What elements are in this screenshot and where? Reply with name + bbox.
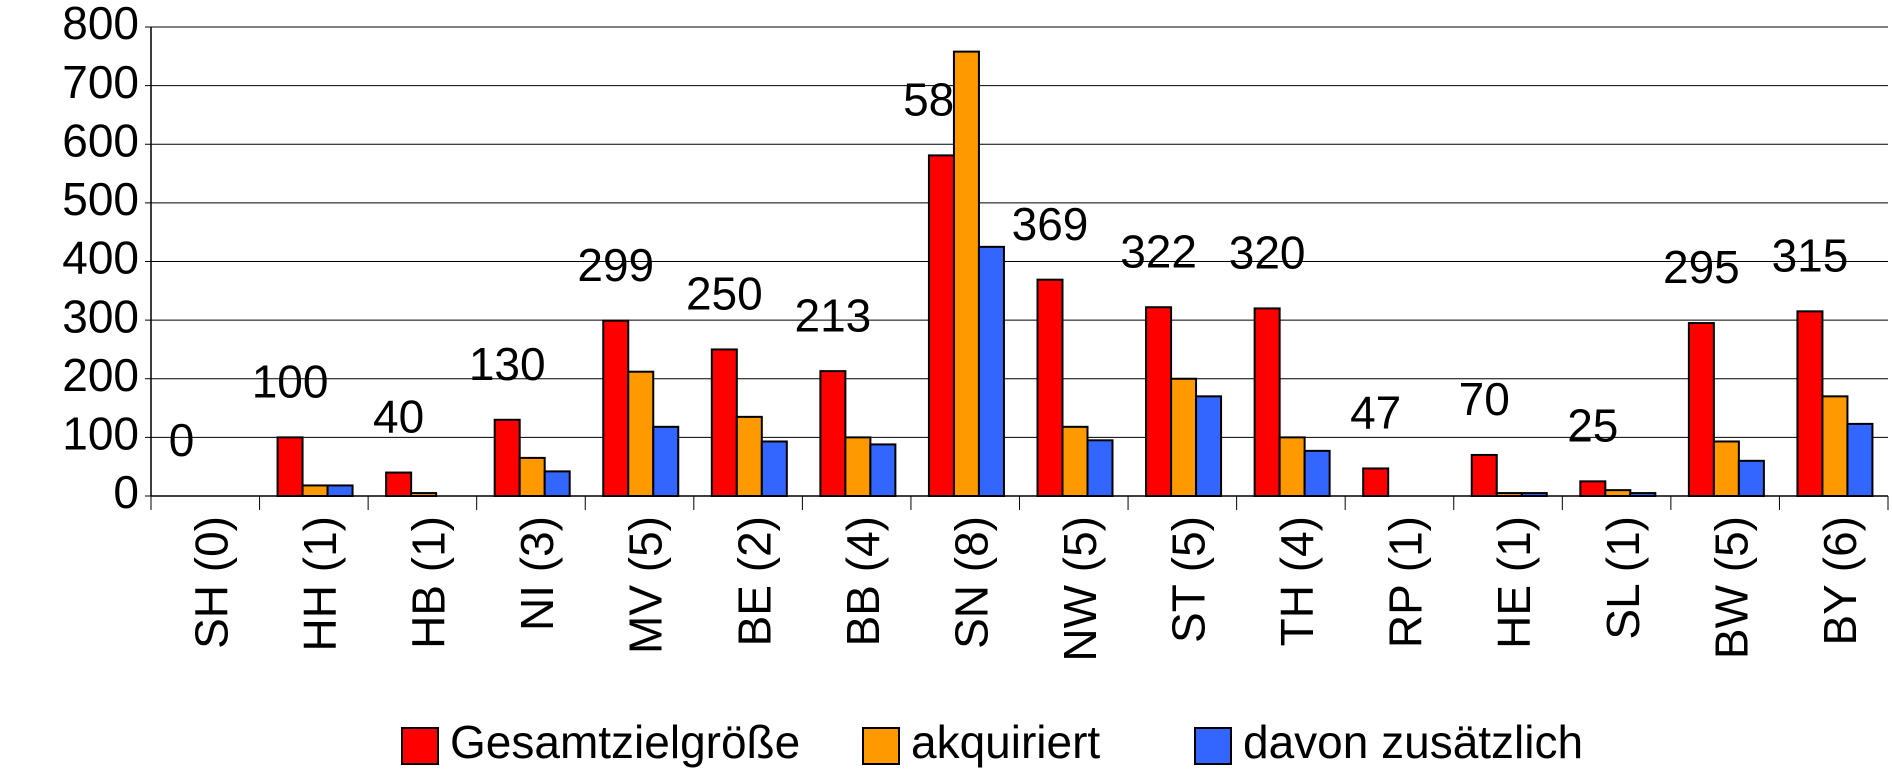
- legend-swatch: [401, 727, 439, 765]
- bar: [1712, 440, 1740, 498]
- x-tick-label: TH (4): [1271, 516, 1323, 646]
- x-tick-label: BB (4): [837, 516, 889, 646]
- data-label: 70: [1459, 373, 1510, 425]
- legend-label: akquiriert: [911, 716, 1100, 768]
- y-tick-label: 700: [62, 56, 139, 108]
- data-label: 25: [1567, 400, 1618, 452]
- bar: [735, 415, 763, 498]
- bar: [710, 348, 738, 497]
- y-tick-label: 800: [62, 0, 139, 49]
- bar: [1604, 489, 1632, 498]
- data-label: 0: [169, 414, 195, 466]
- bar: [927, 154, 955, 497]
- bar: [1061, 425, 1089, 498]
- x-tick-label: HH (1): [294, 516, 346, 651]
- bar: [819, 370, 847, 497]
- bar: [1086, 439, 1114, 497]
- data-label: 130: [469, 338, 546, 390]
- y-tick-label: 200: [62, 349, 139, 401]
- bar: [1253, 307, 1281, 497]
- bar: [1495, 492, 1523, 498]
- bar: [1737, 459, 1765, 498]
- bar: [301, 484, 329, 498]
- x-tick-label: NI (3): [511, 516, 563, 631]
- bar: [1846, 422, 1874, 497]
- bar: [952, 50, 980, 498]
- bar: [1796, 310, 1824, 497]
- x-tick-label: BY (6): [1814, 516, 1866, 646]
- bar: [410, 492, 438, 498]
- bar: [1036, 278, 1064, 497]
- bar: [844, 436, 872, 497]
- legend-swatch: [1194, 727, 1232, 765]
- x-tick-label: BW (5): [1705, 516, 1757, 659]
- data-label: 315: [1772, 229, 1849, 281]
- bar: [869, 443, 897, 498]
- bar: [1687, 322, 1715, 497]
- y-tick-label: 100: [62, 408, 139, 460]
- bar: [385, 471, 413, 497]
- bar: [1470, 453, 1498, 497]
- bar: [1629, 492, 1657, 498]
- bar: [602, 319, 630, 497]
- data-label: 322: [1120, 225, 1197, 277]
- y-tick-label: 0: [113, 466, 139, 518]
- data-label: 299: [577, 239, 654, 291]
- bar: [1170, 377, 1198, 497]
- bar: [1520, 492, 1548, 498]
- bar: [1145, 306, 1173, 498]
- x-tick-label: HB (1): [403, 516, 455, 649]
- bar: [977, 245, 1005, 497]
- x-tick-label: SN (8): [945, 516, 997, 649]
- legend-label: davon zusätzlich: [1243, 716, 1583, 768]
- data-label: 295: [1663, 241, 1740, 293]
- data-label: 320: [1229, 227, 1306, 279]
- x-tick-label: NW (5): [1054, 516, 1106, 662]
- legend-swatch: [862, 727, 900, 765]
- bar: [652, 425, 680, 498]
- bar: [326, 484, 354, 498]
- data-label: 40: [373, 391, 424, 443]
- bar: [760, 440, 788, 498]
- data-label: 100: [252, 356, 329, 408]
- x-tick-label: MV (5): [620, 516, 672, 654]
- bar: [1362, 467, 1390, 498]
- x-tick-label: HE (1): [1488, 516, 1540, 649]
- x-tick-label: ST (5): [1163, 516, 1215, 643]
- bar: [276, 436, 304, 497]
- data-label: 250: [686, 268, 763, 320]
- legend-label: Gesamtzielgröße: [450, 716, 800, 768]
- bar: [1821, 395, 1849, 497]
- bar: [518, 456, 546, 497]
- data-label: 47: [1350, 387, 1401, 439]
- bar: [1278, 436, 1306, 497]
- x-tick-label: SL (1): [1597, 516, 1649, 640]
- x-tick-label: BE (2): [728, 516, 780, 646]
- bar: [543, 470, 571, 498]
- data-label: 369: [1012, 198, 1089, 250]
- y-tick-label: 600: [62, 114, 139, 166]
- y-tick-label: 400: [62, 232, 139, 284]
- x-tick-label: SH (0): [185, 516, 237, 649]
- bar: [1303, 449, 1331, 498]
- bar: [1579, 480, 1607, 497]
- data-label: 213: [795, 289, 872, 341]
- bar: [1195, 395, 1223, 497]
- y-tick-label: 300: [62, 290, 139, 342]
- y-tick-label: 500: [62, 173, 139, 225]
- bar: [627, 370, 655, 497]
- bar: [493, 418, 521, 498]
- x-tick-label: RP (1): [1380, 516, 1432, 648]
